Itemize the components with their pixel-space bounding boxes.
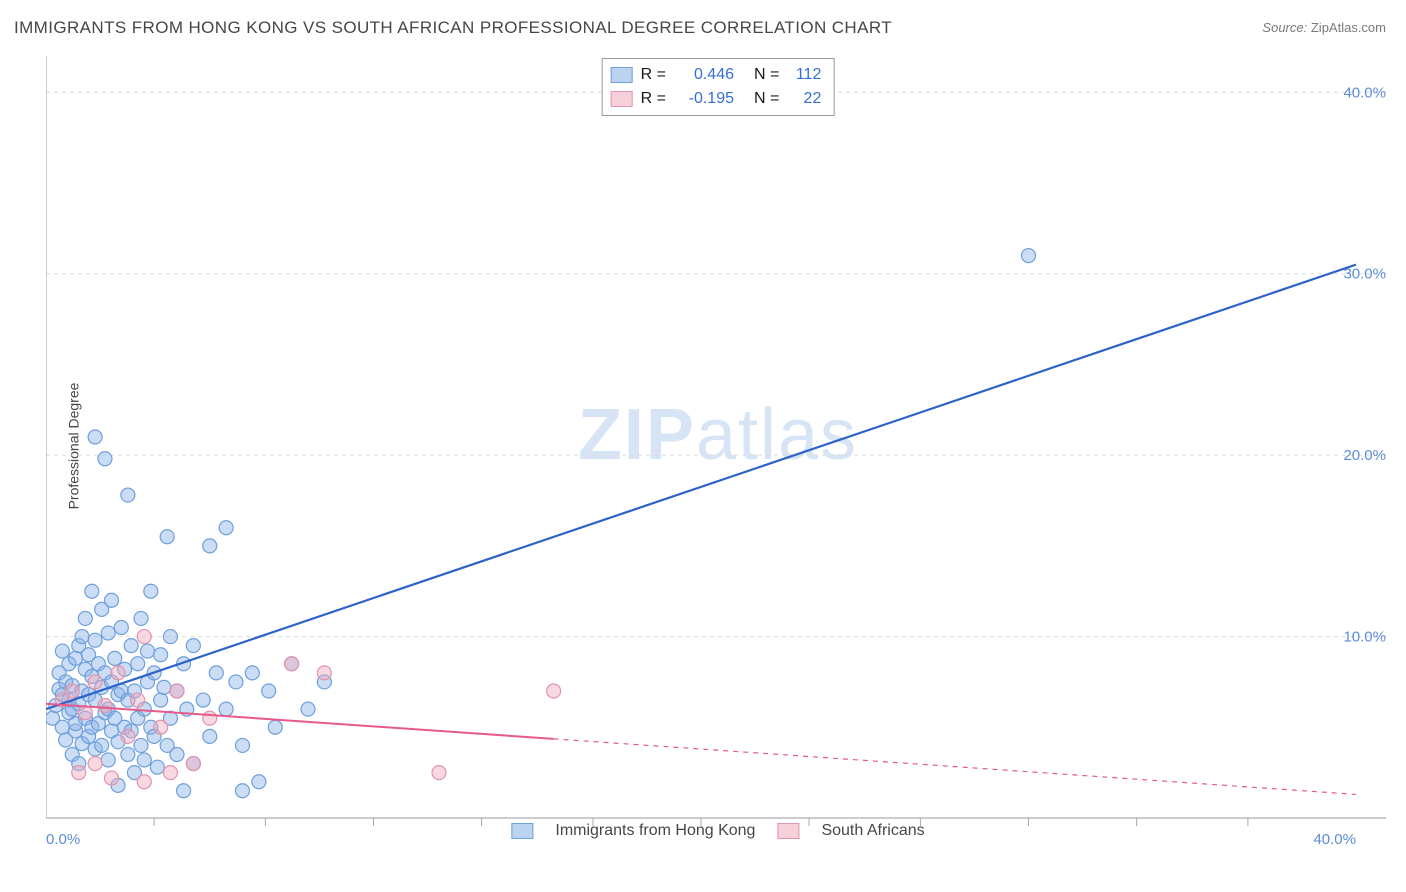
svg-text:40.0%: 40.0% — [1313, 831, 1356, 846]
stat-r-label: R = — [641, 63, 666, 87]
stats-legend-row: R = -0.195 N = 22 — [611, 87, 822, 111]
legend-swatch — [611, 67, 633, 83]
stat-r-value: -0.195 — [674, 87, 734, 111]
stat-n-label: N = — [754, 63, 779, 87]
svg-text:40.0%: 40.0% — [1343, 84, 1386, 101]
legend-label: Immigrants from Hong Kong — [555, 822, 755, 840]
svg-text:10.0%: 10.0% — [1343, 629, 1386, 646]
stat-r-label: R = — [641, 87, 666, 111]
source-label: Source: — [1262, 20, 1307, 35]
legend-swatch — [511, 823, 533, 839]
stat-n-value: 22 — [787, 87, 821, 111]
scatter-chart: ZIPatlas 0.0%40.0%10.0%20.0%30.0%40.0% R… — [46, 56, 1390, 846]
stat-n-label: N = — [754, 87, 779, 111]
source-value: ZipAtlas.com — [1311, 20, 1386, 35]
svg-text:30.0%: 30.0% — [1343, 266, 1386, 283]
legend-label: South Africans — [821, 822, 924, 840]
stats-legend-row: R = 0.446 N = 112 — [611, 63, 822, 87]
chart-svg: 0.0% 40.0% 10.0% 20.0% 30.0% 40.0% — [46, 56, 1390, 846]
svg-text:0.0%: 0.0% — [46, 831, 80, 846]
chart-title: IMMIGRANTS FROM HONG KONG VS SOUTH AFRIC… — [14, 18, 892, 38]
bottom-legend: Immigrants from Hong Kong South Africans — [511, 812, 924, 850]
stat-n-value: 112 — [787, 63, 821, 87]
legend-swatch — [777, 823, 799, 839]
svg-text:20.0%: 20.0% — [1343, 447, 1386, 464]
stats-legend: R = 0.446 N = 112 R = -0.195 N = 22 — [602, 58, 835, 116]
legend-swatch — [611, 91, 633, 107]
source-attribution: Source: ZipAtlas.com — [1262, 20, 1386, 35]
stat-r-value: 0.446 — [674, 63, 734, 87]
